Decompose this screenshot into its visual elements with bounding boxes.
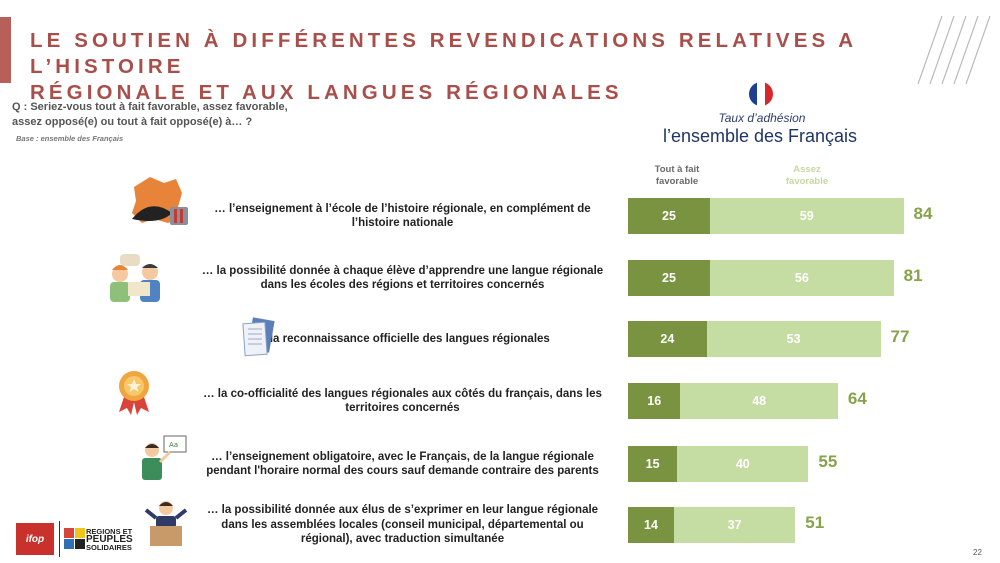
row-1-line-2: l’histoire nationale: [351, 217, 454, 229]
bar-strong-4: 16: [628, 383, 681, 419]
legend-strong: Tout à fait favorable: [632, 164, 722, 188]
taux-adhesion-label: Taux d’adhésion: [718, 111, 806, 125]
legend-strong-line-1: Tout à fait: [654, 164, 700, 175]
row-6-line-3: régional), avec traduction simultanée: [300, 533, 505, 546]
group-label: l’ensemble des Français: [662, 126, 858, 146]
row-label-4: … la co-officialité des langues régional…: [190, 383, 615, 419]
row-5-line-2: pendant l'horaire normal des cours sauf …: [206, 465, 599, 477]
logo-separator: [59, 521, 60, 557]
rps-logo: REGIONS ET PEUPLES SOLIDAIRES: [64, 524, 144, 556]
rps-logo-text: REGIONS ET PEUPLES SOLIDAIRES: [86, 528, 133, 552]
rps-puzzle-icon: [64, 528, 85, 549]
row-label-2: … la possibilité donnée à chaque élève d…: [190, 260, 615, 296]
bar-strong-5: 15: [628, 446, 678, 482]
bar-strong-3: 24: [628, 321, 707, 357]
svg-text:Aa: Aa: [169, 441, 178, 449]
rps-line-2: PEUPLES: [86, 534, 133, 545]
legend-weak-line-2: favorable: [785, 176, 829, 187]
bar-strong-2: 25: [628, 260, 710, 296]
legend-weak-line-1: Assez: [793, 164, 821, 175]
question-line-1: Q : Seriez-vous tout à fait favorable, a…: [12, 101, 288, 113]
page-number: 22: [973, 548, 982, 557]
bar-weak-5: 40: [677, 446, 809, 482]
decorative-stripes-icon: [917, 15, 991, 85]
legend-weak: Assez favorable: [762, 164, 852, 188]
total-label-6: 51: [805, 513, 825, 532]
bar-weak-2: 56: [710, 260, 894, 296]
total-label-4: 64: [847, 389, 867, 408]
total-label-2: 81: [903, 266, 923, 285]
title-line-2: RÉGIONALE ET AUX LANGUES RÉGIONALES: [30, 81, 623, 104]
france-map-bicorne-icon: [132, 177, 188, 225]
row-6-line-2: dans les assemblées locales (conseil mun…: [221, 518, 584, 531]
row-label-6: … la possibilité donnée aux élus de s’ex…: [190, 502, 615, 548]
title-line-1: LE SOUTIEN À DIFFÉRENTES REVENDICATIONS …: [30, 29, 857, 78]
row-2-line-2: dans les écoles des régions et territoir…: [260, 279, 545, 291]
total-label-3: 77: [890, 327, 910, 346]
award-badge-icon: [119, 371, 149, 415]
bar-strong-1: 25: [628, 198, 710, 234]
bar-weak-1: 59: [710, 198, 904, 234]
total-label-1: 84: [913, 204, 933, 223]
row-4-line-1: … la co-officialité des langues régional…: [203, 387, 602, 400]
base-note: Base : ensemble des Français: [16, 134, 124, 143]
row-6-line-1: … la possibilité donnée aux élus de s’ex…: [206, 504, 599, 517]
teacher-board-icon: Aa: [142, 435, 187, 480]
french-flag-icon: [749, 82, 773, 106]
rps-line-3: SOLIDAIRES: [86, 543, 132, 552]
bar-weak-6: 37: [673, 507, 796, 543]
row-1-line-1: … l’enseignement à l’école de l’histoire…: [214, 202, 591, 215]
row-3-line-1: … la reconnaissance officielle des langu…: [255, 332, 550, 345]
ifop-logo: ifop: [16, 523, 54, 555]
row-label-3: … la reconnaissance officielle des langu…: [190, 321, 615, 357]
legend-strong-line-2: favorable: [655, 176, 699, 187]
total-label-5: 55: [818, 452, 838, 471]
survey-question: Q : Seriez-vous tout à fait favorable, a…: [12, 100, 312, 130]
question-line-2: assez opposé(e) ou tout à fait opposé(e)…: [12, 116, 253, 128]
page-title: LE SOUTIEN À DIFFÉRENTES REVENDICATIONS …: [30, 28, 910, 106]
row-2-line-1: … la possibilité donnée à chaque élève d…: [201, 264, 604, 277]
politician-podium-icon: [144, 501, 188, 546]
rps-line-1: REGIONS ET: [86, 527, 133, 536]
bar-strong-6: 14: [628, 507, 674, 543]
documents-icon: [242, 317, 275, 357]
row-label-5: … l’enseignement obligatoire, avec le Fr…: [190, 446, 615, 482]
row-5-line-1: … l’enseignement obligatoire, avec le Fr…: [211, 450, 594, 463]
title-accent-bar: [0, 17, 11, 83]
row-label-1: … l’enseignement à l’école de l’histoire…: [190, 198, 615, 234]
bar-weak-3: 53: [706, 321, 881, 357]
row-4-line-2: territoires concernés: [345, 402, 460, 414]
children-speaking-icon: [110, 254, 160, 302]
bar-weak-4: 48: [680, 383, 838, 419]
